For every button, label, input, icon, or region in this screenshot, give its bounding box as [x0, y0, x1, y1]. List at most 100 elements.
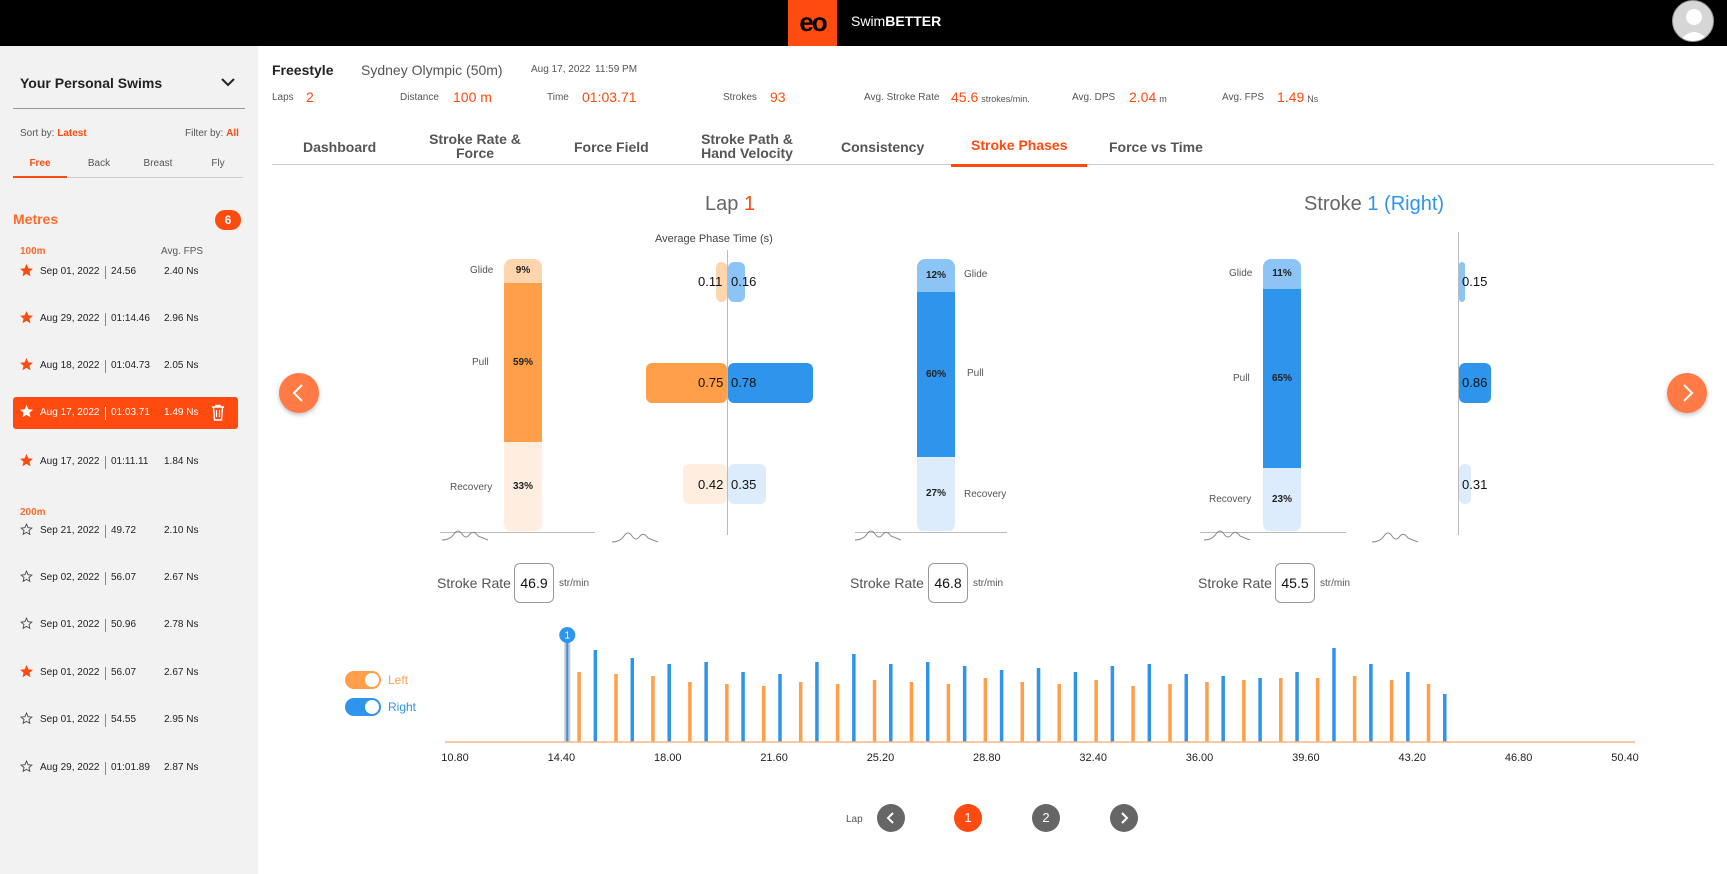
- tab-stroke-phases[interactable]: Stroke Phases: [971, 137, 1068, 153]
- swim-time: 50.96: [105, 619, 136, 632]
- toggle-knob: [365, 700, 379, 714]
- swim-list-item[interactable]: Aug 29, 2022 01:01.89 2.87 Ns: [13, 752, 238, 784]
- star-icon[interactable]: [20, 665, 33, 678]
- swim-fps: 1.49 Ns: [164, 407, 199, 418]
- star-icon[interactable]: [20, 760, 33, 773]
- swim-list-item[interactable]: Sep 02, 2022 56.07 2.67 Ns: [13, 562, 238, 594]
- phase-label-pull: Pull: [472, 357, 489, 368]
- swim-time: 01:01.89: [105, 762, 150, 775]
- stat-value: 45.6 strokes/min.: [951, 89, 1030, 105]
- swim-fps: 2.10 Ns: [164, 525, 199, 536]
- stroke-tab-free[interactable]: Free: [29, 158, 51, 169]
- tab-consistency[interactable]: Consistency: [841, 139, 925, 155]
- stroke-stroke-rate-value: 45.5: [1275, 563, 1315, 603]
- swim-date: Aug 29, 2022: [40, 762, 100, 773]
- phase-glide: 11%: [1263, 259, 1301, 289]
- fps-column-header: Avg. FPS: [161, 246, 204, 257]
- right-toggle[interactable]: [345, 698, 381, 716]
- stroke-title: Stroke 1 (Right): [1304, 193, 1445, 215]
- avg-recovery-left-bar: [683, 464, 727, 504]
- wave-icon: [855, 530, 901, 541]
- stat-label: Avg. FPS: [1222, 92, 1265, 103]
- tab-dashboard[interactable]: Dashboard: [303, 139, 377, 155]
- tab-force-vs-time[interactable]: Force vs Time: [1109, 139, 1203, 155]
- tab-force-field[interactable]: Force Field: [574, 139, 649, 155]
- phase-recovery: 23%: [1263, 468, 1301, 531]
- star-icon[interactable]: [20, 617, 33, 630]
- stroke-tab-fly[interactable]: Fly: [211, 158, 225, 169]
- pager-page-1[interactable]: 1: [954, 804, 982, 832]
- stroke-tab-back[interactable]: Back: [87, 158, 111, 169]
- stroke-rate-label: Stroke Rate: [1198, 575, 1272, 591]
- star-icon[interactable]: [20, 523, 33, 536]
- phase-recovery: 33%: [504, 442, 542, 531]
- center-axis: [727, 250, 728, 535]
- avg-phase-title: Average Phase Time (s): [655, 233, 773, 245]
- swim-list-item[interactable]: Sep 01, 2022 24.56 2.40 Ns: [13, 256, 238, 288]
- wave-icon: [1204, 530, 1250, 541]
- phase-glide: 9%: [504, 259, 542, 283]
- previous-button[interactable]: [279, 373, 319, 413]
- stroke-tab-breast[interactable]: Breast: [143, 158, 173, 169]
- x-tick-label: 18.00: [654, 752, 682, 764]
- swim-list-item[interactable]: Aug 17, 2022 01:03.71 1.49 Ns: [13, 397, 238, 429]
- stat-label: Strokes: [723, 92, 757, 103]
- swim-date: Sep 21, 2022: [40, 525, 100, 536]
- avg-glide-right-value: 0.16: [731, 274, 757, 289]
- x-tick-label: 39.60: [1292, 752, 1320, 764]
- star-icon[interactable]: [20, 712, 33, 725]
- star-icon[interactable]: [20, 570, 33, 583]
- wave-icon: [612, 532, 658, 543]
- star-icon[interactable]: [20, 311, 33, 324]
- trash-icon[interactable]: [210, 404, 226, 421]
- swim-list-item[interactable]: Aug 18, 2022 01:04.73 2.05 Ns: [13, 350, 238, 382]
- avg-glide-left-bar: [716, 262, 727, 302]
- pager-previous-button[interactable]: [877, 804, 905, 832]
- avg-glide-right-bar: [728, 262, 745, 302]
- pager-next-button[interactable]: [1110, 804, 1138, 832]
- swim-fps: 1.84 Ns: [164, 456, 199, 467]
- distance-header-100m: 100m: [20, 246, 46, 257]
- stat-label: Laps: [272, 92, 294, 103]
- swim-list-item[interactable]: Sep 21, 2022 49.72 2.10 Ns: [13, 515, 238, 547]
- stroke-pull-value: 0.86: [1462, 375, 1488, 390]
- tab-stroke-rate-force[interactable]: Stroke Rate & Force: [429, 131, 521, 161]
- swim-time: 01:03.71: [105, 407, 150, 420]
- avg-recovery-left-value: 0.42: [698, 477, 724, 492]
- stat-label: Distance: [400, 92, 439, 103]
- baseline: [440, 532, 595, 533]
- stat-value: 01:03.71: [582, 89, 637, 105]
- user-avatar[interactable]: [1672, 0, 1714, 42]
- phase-label-recovery: Recovery: [964, 489, 1007, 500]
- swim-list-item[interactable]: Sep 01, 2022 56.07 2.67 Ns: [13, 657, 238, 689]
- left-toggle[interactable]: [345, 671, 381, 689]
- chevron-down-icon[interactable]: [220, 74, 236, 90]
- stat-value: 2: [306, 89, 314, 105]
- swim-list-item[interactable]: Sep 01, 2022 54.55 2.95 Ns: [13, 704, 238, 736]
- swim-list-item[interactable]: Sep 01, 2022 50.96 2.78 Ns: [13, 609, 238, 641]
- tab-stroke-path[interactable]: Stroke Path & Hand Velocity: [701, 131, 793, 161]
- pager-page-2[interactable]: 2: [1032, 804, 1060, 832]
- x-tick-label: 50.40: [1611, 752, 1639, 764]
- avg-pull-left-bar: [646, 363, 727, 403]
- x-tick-label: 43.20: [1399, 752, 1427, 764]
- sort-control[interactable]: Sort by: Latest: [20, 128, 87, 139]
- swim-time: 01:14.46: [105, 313, 150, 326]
- x-tick-label: 32.40: [1079, 752, 1107, 764]
- sidebar: Your Personal Swims Sort by: Latest Filt…: [0, 46, 258, 874]
- star-icon[interactable]: [20, 358, 33, 371]
- swim-list-item[interactable]: Aug 17, 2022 01:11.11 1.84 Ns: [13, 446, 238, 478]
- top-bar: eo SwimBETTER: [0, 0, 1727, 46]
- star-icon[interactable]: [20, 454, 33, 467]
- metres-label: Metres: [13, 211, 59, 227]
- wave-icon: [1372, 532, 1418, 543]
- stroke-axis: [1458, 232, 1459, 535]
- next-button[interactable]: [1667, 373, 1707, 413]
- star-icon[interactable]: [20, 405, 33, 418]
- swim-fps: 2.40 Ns: [164, 266, 199, 277]
- stroke-timeline[interactable]: 1 10.80 14.40 18.00 21.60 25.20 28.80 32.40 36.0…: [440, 620, 1650, 770]
- swim-list-item[interactable]: Aug 29, 2022 01:14.46 2.96 Ns: [13, 303, 238, 335]
- filter-control[interactable]: Filter by: All: [185, 128, 239, 139]
- left-stroke-rate-value: 46.9: [514, 563, 554, 603]
- star-icon[interactable]: [20, 264, 33, 277]
